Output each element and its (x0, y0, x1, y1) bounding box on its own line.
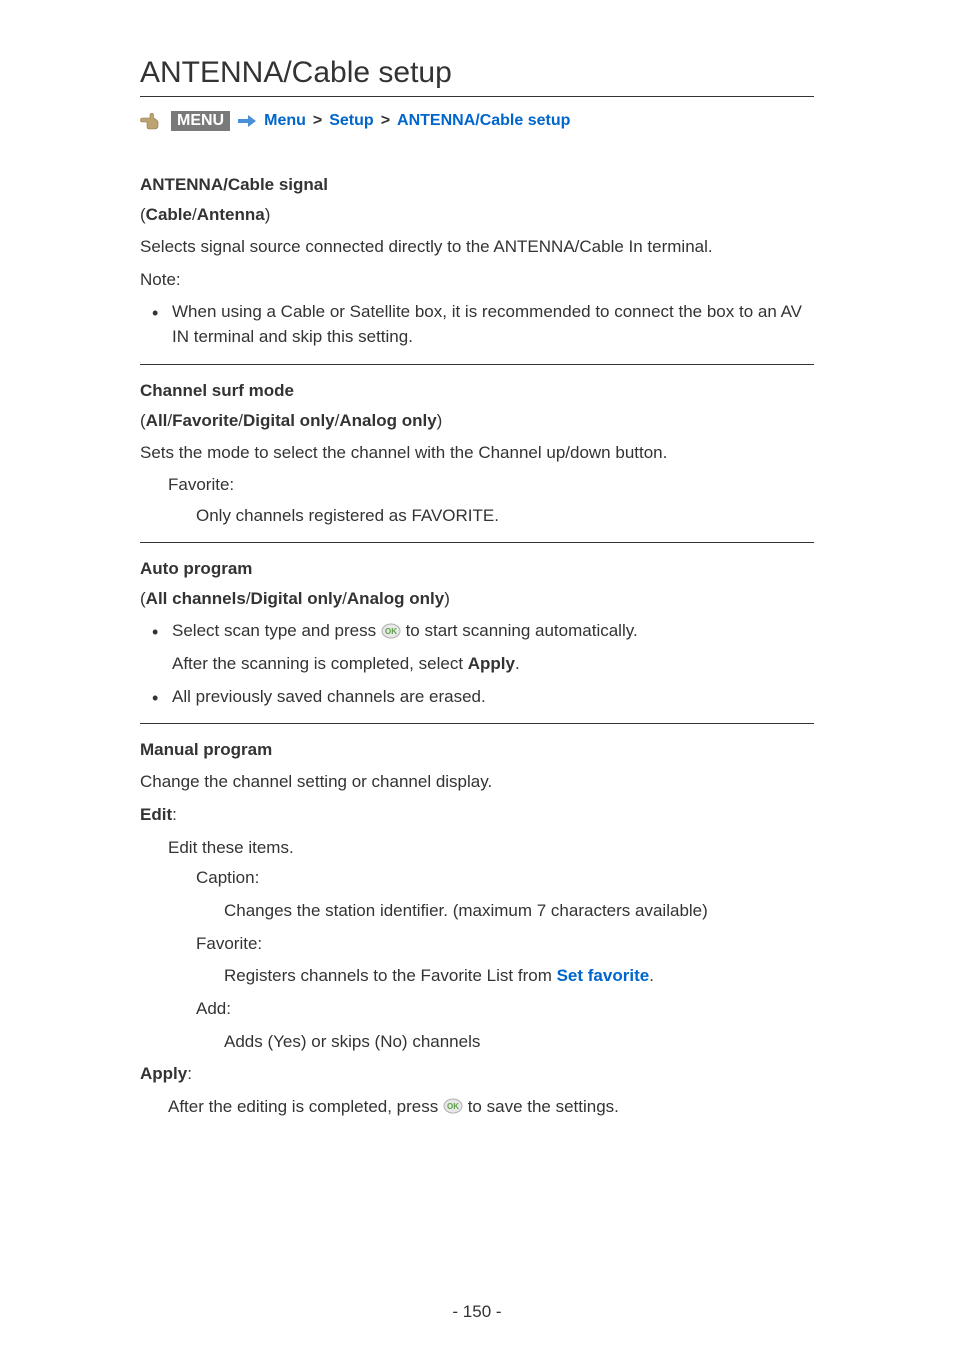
text-b: to save the settings. (463, 1097, 619, 1116)
ok-button-icon: OK (443, 1098, 463, 1114)
apply-desc: After the editing is completed, press OK… (140, 1095, 814, 1120)
ok-button-icon: OK (381, 623, 401, 639)
note-bullet: When using a Cable or Satellite box, it … (158, 300, 814, 349)
svg-text:OK: OK (385, 627, 397, 636)
opt-digital: Digital only (243, 411, 335, 430)
divider (140, 723, 814, 724)
opt-analog: Analog only (347, 589, 444, 608)
text-a: After the editing is completed, press (168, 1097, 443, 1116)
edit-desc: Edit these items. (140, 836, 814, 861)
note-label: Note: (140, 268, 814, 293)
text-a: After the scanning is completed, select (172, 654, 468, 673)
favorite-desc: Registers channels to the Favorite List … (140, 964, 814, 989)
breadcrumb: MENU Menu > Setup > ANTENNA/Cable setup (140, 111, 814, 131)
breadcrumb-setup[interactable]: Setup (329, 112, 373, 130)
opt-digital: Digital only (251, 589, 343, 608)
opt-all-channels: All channels (146, 589, 246, 608)
add-label: Add: (140, 997, 814, 1022)
opt-antenna: Antenna (197, 205, 265, 224)
text-a: Select scan type and press (172, 621, 381, 640)
edit-bold: Edit (140, 805, 172, 824)
caption-desc: Changes the station identifier. (maximum… (140, 899, 814, 924)
section-title-channel-surf: Channel surf mode (140, 381, 814, 401)
opt-all: All (146, 411, 168, 430)
favorite-label: Favorite: (140, 932, 814, 957)
breadcrumb-antenna[interactable]: ANTENNA/Cable setup (397, 112, 570, 130)
opt-analog: Analog only (339, 411, 436, 430)
paren-close: ) (444, 589, 450, 608)
section-desc: Change the channel setting or channel di… (140, 770, 814, 795)
note-list: When using a Cable or Satellite box, it … (140, 300, 814, 349)
colon: : (172, 805, 177, 824)
add-desc: Adds (Yes) or skips (No) channels (140, 1030, 814, 1055)
page-number: - 150 - (0, 1302, 954, 1322)
apply-label: Apply: (140, 1062, 814, 1087)
page-title: ANTENNA/Cable setup (140, 56, 814, 97)
sub-label-favorite: Favorite: (140, 473, 814, 498)
section-title-auto-program: Auto program (140, 559, 814, 579)
opt-favorite: Favorite (172, 411, 238, 430)
pointing-hand-icon (140, 112, 164, 130)
svg-text:OK: OK (447, 1102, 459, 1111)
colon: : (187, 1064, 192, 1083)
text-a: Registers channels to the Favorite List … (224, 966, 557, 985)
set-favorite-link[interactable]: Set favorite (557, 966, 650, 985)
bullet-scan: Select scan type and press OK to start s… (158, 619, 814, 676)
section-options: (All channels/Digital only/Analog only) (140, 589, 814, 609)
section-options: (Cable/Antenna) (140, 205, 814, 225)
caption-label: Caption: (140, 866, 814, 891)
text-b: to start scanning automatically. (401, 621, 638, 640)
opt-cable: Cable (146, 205, 192, 224)
paren-close: ) (437, 411, 443, 430)
apply-bold: Apply (140, 1064, 187, 1083)
breadcrumb-sep: > (313, 112, 322, 130)
divider (140, 364, 814, 365)
section-desc: Sets the mode to select the channel with… (140, 441, 814, 466)
text-b: . (515, 654, 520, 673)
section-options: (All/Favorite/Digital only/Analog only) (140, 411, 814, 431)
divider (140, 542, 814, 543)
bullet-scan-line2: After the scanning is completed, select … (172, 652, 814, 677)
section-desc: Selects signal source connected directly… (140, 235, 814, 260)
text-b: . (649, 966, 654, 985)
breadcrumb-menu[interactable]: Menu (264, 112, 306, 130)
paren-close: ) (265, 205, 271, 224)
apply-bold: Apply (468, 654, 515, 673)
sub-desc-favorite: Only channels registered as FAVORITE. (140, 504, 814, 529)
arrow-right-icon (237, 114, 257, 128)
breadcrumb-sep: > (381, 112, 390, 130)
section-title-manual-program: Manual program (140, 740, 814, 760)
menu-badge: MENU (171, 111, 230, 131)
auto-program-list: Select scan type and press OK to start s… (140, 619, 814, 709)
section-title-antenna-signal: ANTENNA/Cable signal (140, 175, 814, 195)
edit-label: Edit: (140, 803, 814, 828)
bullet-erased: All previously saved channels are erased… (158, 685, 814, 710)
